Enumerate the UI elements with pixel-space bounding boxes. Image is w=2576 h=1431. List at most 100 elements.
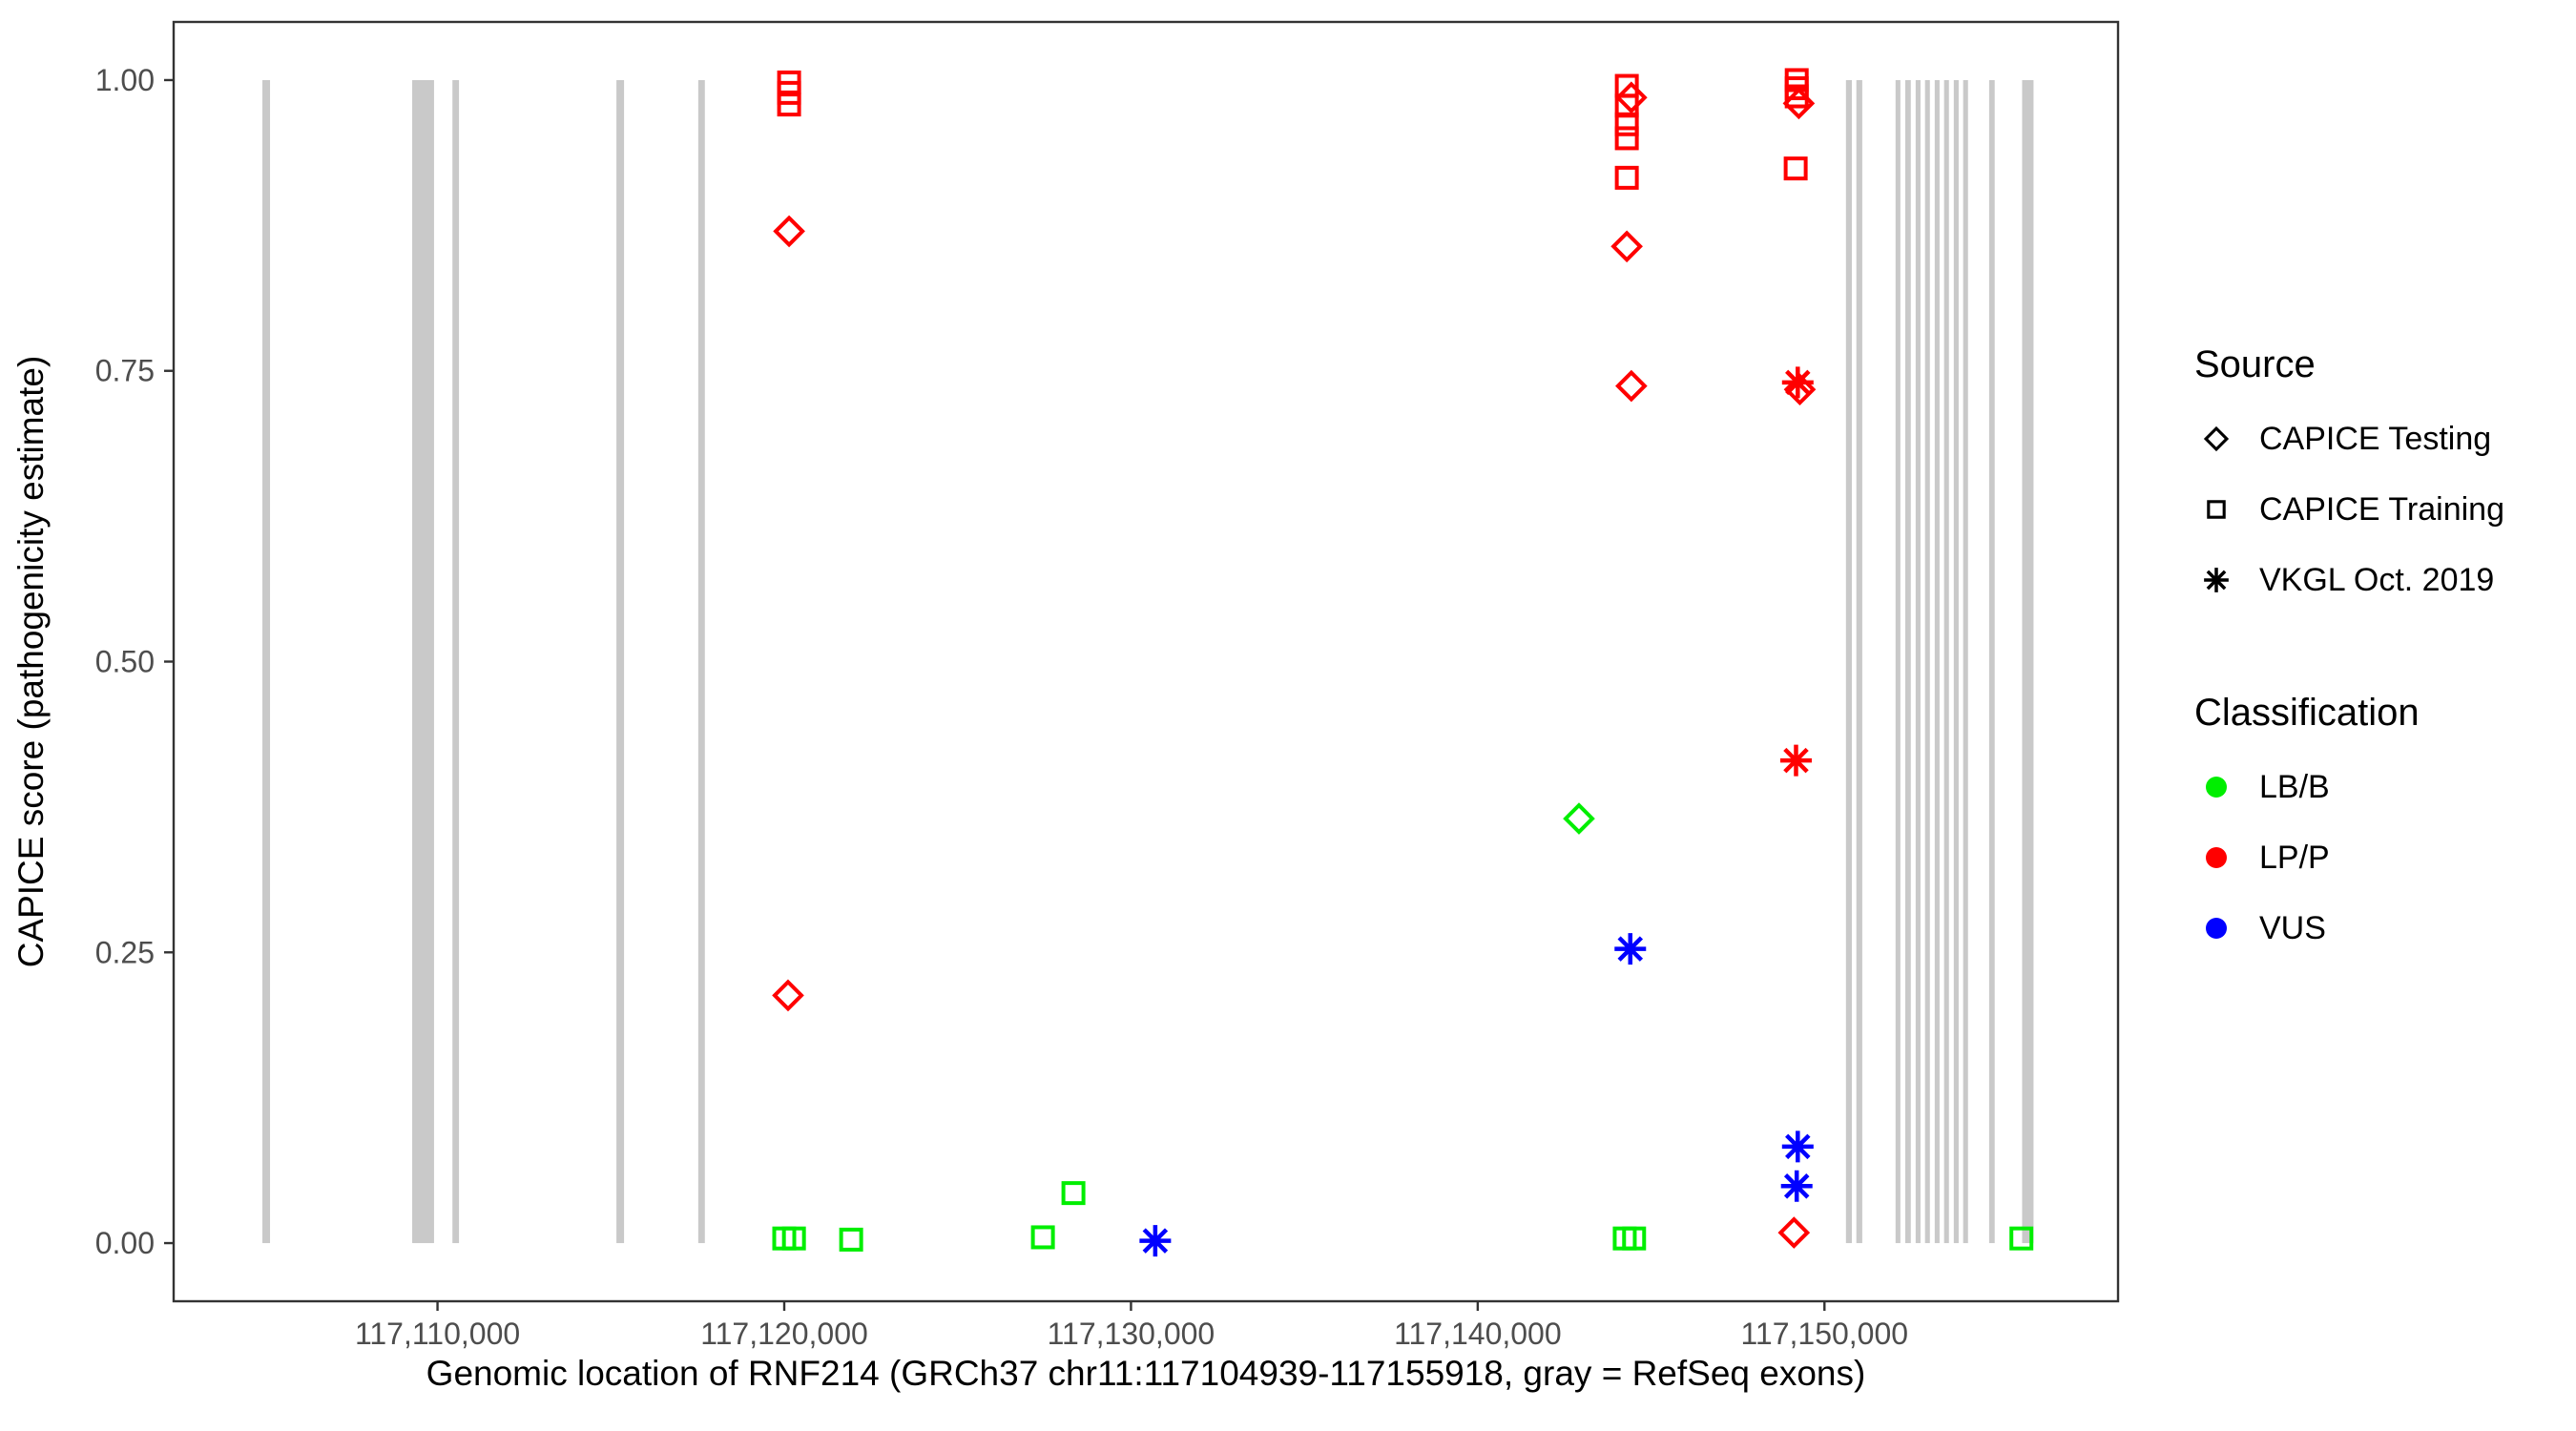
legend-item-classification-1: LP/P [2194,822,2566,893]
legend-source: Source CAPICE Testing CAPICE Training VKGL… [2194,343,2566,615]
diamond-marker [1615,369,1648,403]
data-point [1783,373,1817,406]
square-marker [1614,165,1639,190]
square-marker [781,1226,806,1251]
square-marker [1622,1226,1647,1251]
x-axis-title: Genomic location of RNF214 (GRCh37 chr11… [426,1354,1866,1393]
data-point [1030,1225,1055,1250]
exon-bar [262,79,271,1244]
data-point [1614,126,1639,151]
legend-item-source-2: VKGL Oct. 2019 [2194,545,2566,615]
legend-classification-title: Classification [2194,692,2420,734]
exon-bar [1895,79,1901,1244]
square-marker [839,1227,863,1252]
exon-bar [1934,79,1940,1244]
data-point [777,93,801,117]
data-point [1780,1170,1813,1202]
square-marker [777,93,801,117]
diamond-marker [1615,81,1648,114]
diamond-marker [1777,1216,1811,1249]
y-tick-label: 0.50 [95,645,155,679]
diamond-marker [1782,87,1816,120]
star-marker [2204,568,2229,592]
legend-item-label: LP/P [2259,839,2330,876]
exon-bar [412,79,434,1244]
x-tick-label: 117,130,000 [1048,1317,1215,1351]
x-tick-label: 117,120,000 [700,1317,868,1351]
diamond-marker [1783,373,1817,406]
data-point [839,1227,863,1252]
exon-bar [1904,79,1911,1244]
square-marker [1783,156,1808,181]
star-marker [1781,1130,1814,1163]
diamond-marker [2203,425,2230,452]
exon-bar [2022,79,2034,1244]
axes: 117,110,000 117,120,000 117,130,000 117,140… [95,20,2120,1351]
y-axis-title: CAPICE score (pathogenicity estimate) [11,356,51,968]
data-point [1615,81,1648,114]
exon-bar [1943,79,1949,1244]
data-point [1563,802,1595,835]
data-point [1139,1225,1172,1257]
legend-dot [2206,847,2227,868]
exon-bar [1856,79,1862,1244]
exon-bar [452,79,460,1244]
y-tick-label: 0.25 [95,935,155,969]
refseq-exon-bars [262,79,2034,1244]
data-point [1615,369,1648,403]
color-dot-legend-icon [2194,836,2238,880]
legend-item-label: VKGL Oct. 2019 [2259,561,2495,598]
exon-bar [1953,79,1959,1244]
diamond-legend-icon [2194,417,2238,461]
legend-dot [2206,777,2227,798]
square-legend-icon [2194,487,2238,531]
data-point [1777,1216,1811,1249]
legend-item-source-1: CAPICE Training [2194,474,2566,545]
exon-bar [1963,79,1968,1244]
data-point [772,979,804,1012]
y-tick-label: 1.00 [95,63,155,97]
diamond-marker [773,215,805,248]
y-tick-label: 0.00 [95,1226,155,1260]
legend-item-label: LB/B [2259,768,2330,805]
data-point [1622,1226,1647,1251]
star-marker [1139,1225,1172,1257]
square-marker [2207,500,2226,519]
data-point [1614,112,1639,136]
data-point [1061,1181,1086,1206]
data-point [1783,156,1808,181]
data-point [781,1226,806,1251]
exon-bar [1845,79,1852,1244]
data-point [773,215,805,248]
legend-item-label: CAPICE Testing [2259,420,2492,457]
star-marker [1614,933,1647,965]
color-dot-legend-icon [2194,765,2238,809]
legend-dot [2206,918,2227,939]
data-point [1610,230,1643,263]
exon-bar [1988,79,1995,1244]
exon-bar [1924,79,1930,1244]
data-point [1614,933,1647,965]
panel-border [172,20,2120,1303]
star-marker [1781,366,1814,399]
legend-item-classification-2: VUS [2194,893,2566,964]
data-point [1779,744,1812,777]
legend-item-label: VUS [2259,909,2326,946]
color-dot-legend-icon [2194,906,2238,950]
exon-bar [616,79,625,1244]
x-tick-label: 117,140,000 [1394,1317,1562,1351]
square-marker [2009,1226,2034,1251]
exon-bar [1915,79,1921,1244]
legend-item-label: CAPICE Training [2259,490,2504,528]
data-point [1614,165,1639,190]
square-marker [1061,1181,1086,1206]
diamond-marker [1610,230,1643,263]
star-marker [1780,1170,1813,1202]
square-marker [1614,126,1639,151]
data-point [1781,366,1814,399]
star-legend-icon [2194,558,2238,602]
legend-item-source-0: CAPICE Testing [2194,404,2566,474]
diamond-marker [772,979,804,1012]
legend-classification: Classification LB/B LP/P VUS [2194,692,2566,964]
